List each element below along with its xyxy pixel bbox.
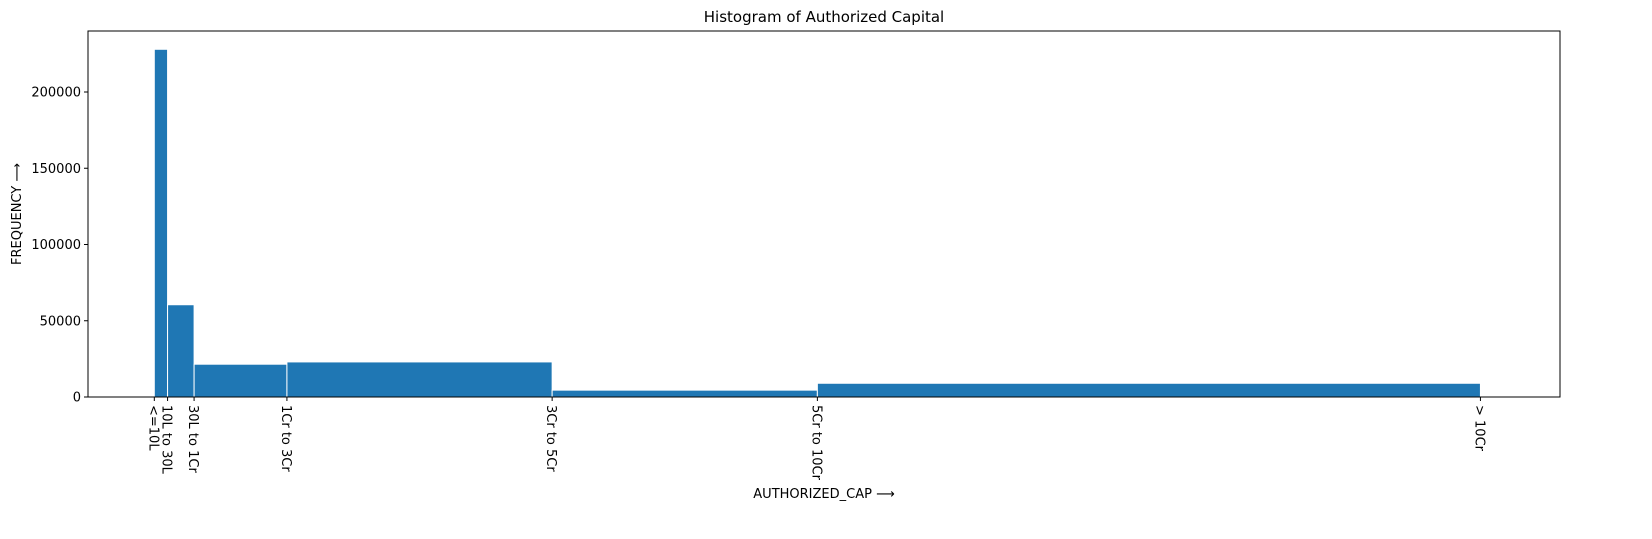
bar-3 xyxy=(286,361,553,398)
x-axis-label: AUTHORIZED_CAP ⟶ xyxy=(753,487,894,502)
y-tick-label-2: 100000 xyxy=(31,238,81,253)
y-tick-label-3: 150000 xyxy=(31,162,81,177)
bar-5 xyxy=(816,382,1481,398)
y-tick-label-1: 50000 xyxy=(40,314,81,329)
bars-group xyxy=(153,48,1481,398)
x-tick-label-5: 5Cr to 10Cr xyxy=(808,405,823,481)
x-tick-label-1: 10L to 30L xyxy=(159,405,174,475)
plot-frame xyxy=(87,30,1561,398)
y-tick-label-0: 0 xyxy=(73,391,81,406)
bar-1 xyxy=(167,304,195,398)
x-tick-label-4: 3Cr to 5Cr xyxy=(543,405,558,472)
bar-2 xyxy=(193,363,288,398)
y-tick-label-4: 200000 xyxy=(31,86,81,101)
y-axis-label: FREQUENCY ⟶ xyxy=(10,163,25,265)
x-tick-label-0: <=10L xyxy=(145,405,160,451)
bar-4 xyxy=(551,389,818,398)
x-tick-label-3: 1Cr to 3Cr xyxy=(278,405,293,472)
chart-title: Histogram of Authorized Capital xyxy=(704,8,944,26)
x-tick-label-2: 30L to 1Cr xyxy=(185,405,200,473)
y-axis: 0 50000 100000 150000 200000 xyxy=(31,86,88,406)
bar-0 xyxy=(153,48,169,398)
x-tick-label-6: > 10Cr xyxy=(1471,405,1486,452)
